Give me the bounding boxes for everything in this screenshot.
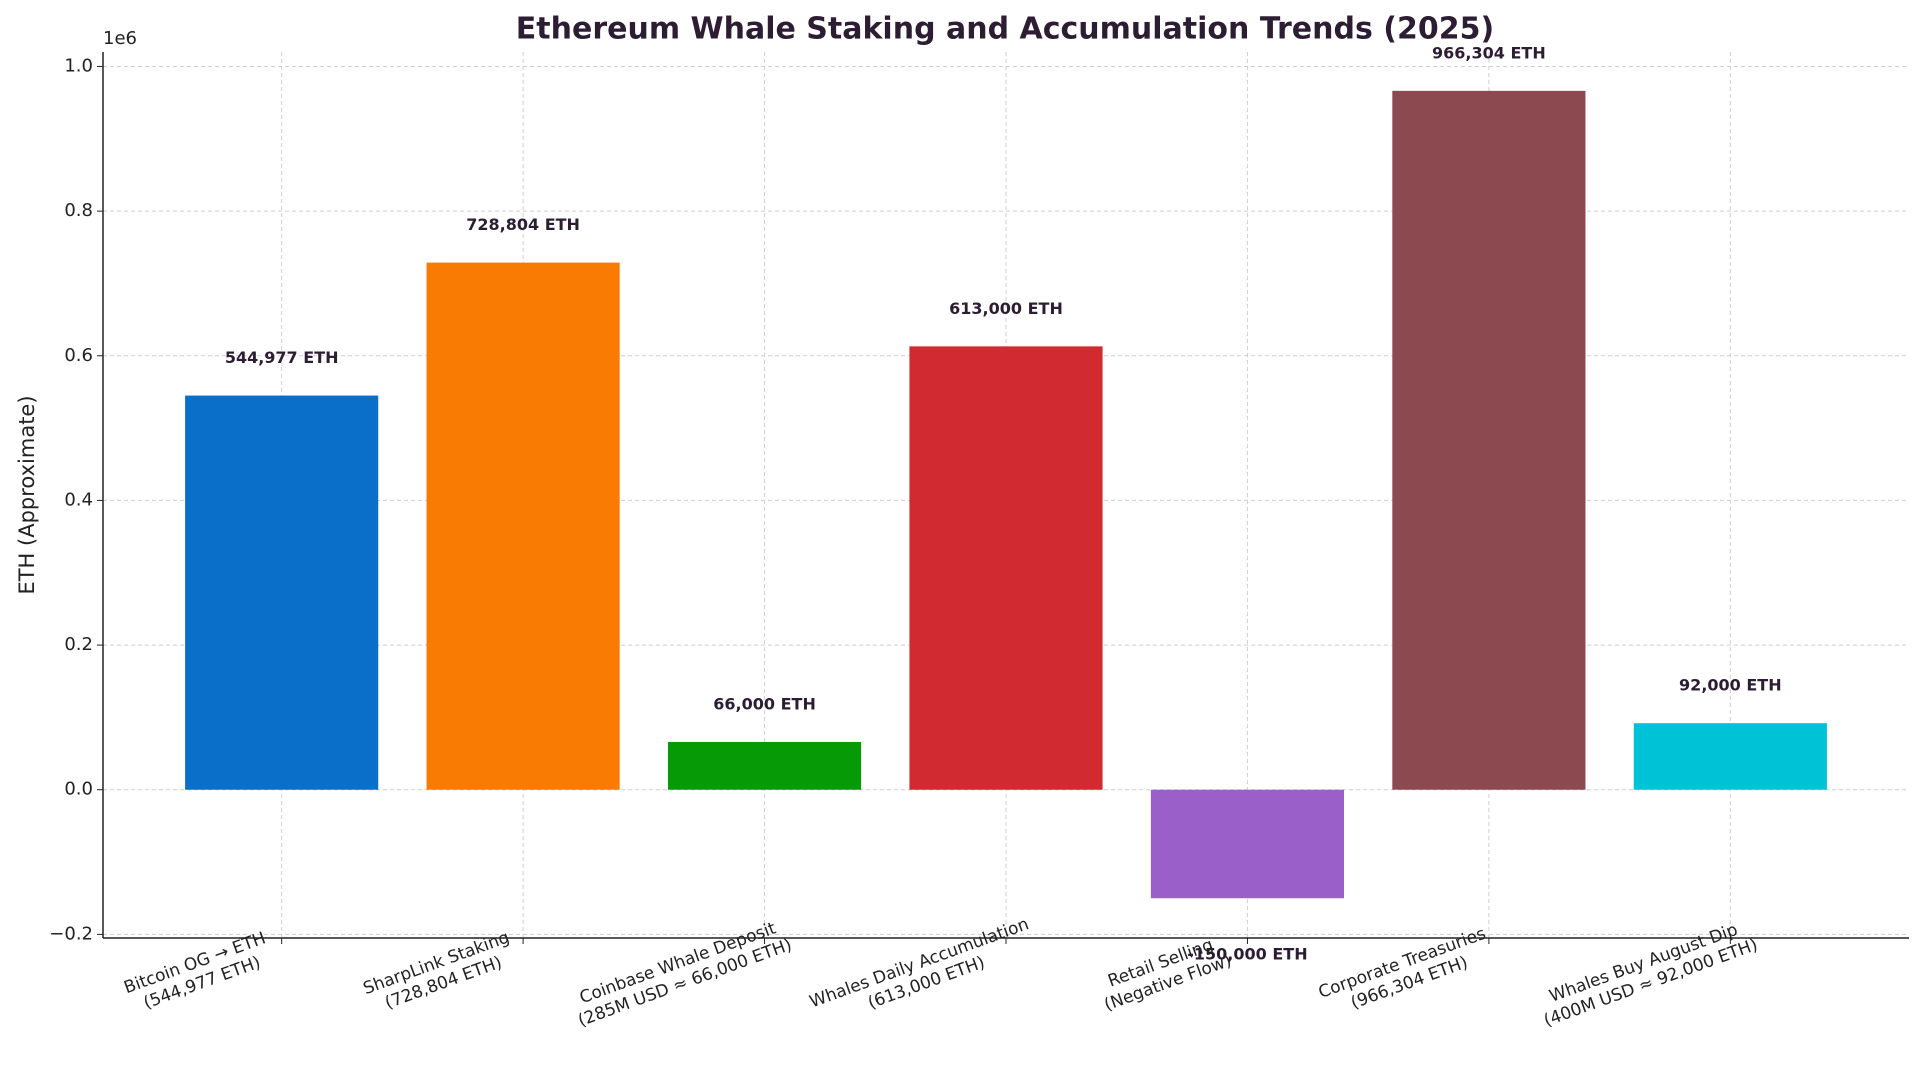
y-axis-label: ETH (Approximate) <box>15 395 39 594</box>
x-tick-label: SharpLink Staking(728,804 ETH) <box>361 928 520 1019</box>
y-tick-label: 0.2 <box>64 634 93 655</box>
bar <box>667 741 862 790</box>
y-tick-label: 1.0 <box>64 55 93 76</box>
value-label: 544,977 ETH <box>225 348 339 367</box>
y-tick-label: 0.4 <box>64 489 93 510</box>
x-tick-label: Whales Buy August Dip(400M USD ≈ 92,000 … <box>1534 915 1760 1031</box>
bar <box>426 262 620 790</box>
value-label: 66,000 ETH <box>713 694 816 713</box>
value-label: 728,804 ETH <box>466 215 580 234</box>
value-label: 613,000 ETH <box>949 299 1063 318</box>
value-label: -150,000 ETH <box>1187 945 1307 964</box>
x-tick-label: Bitcoin OG → ETH(544,977 ETH) <box>121 928 275 1018</box>
y-tick-label: 0.8 <box>64 200 93 221</box>
x-tick-label: Retail Selling(Negative Flow) <box>1094 931 1234 1015</box>
x-tick-label: Whales Daily Accumulation(613,000 ETH) <box>807 914 1039 1032</box>
bar <box>909 346 1103 790</box>
y-tick-label: 0.6 <box>64 345 93 366</box>
y-tick-label: 0.0 <box>64 779 93 800</box>
y-tick-label: −0.2 <box>49 923 93 944</box>
x-tick-label: Coinbase Whale Deposit(285M USD ≈ 66,000… <box>568 915 794 1031</box>
bar <box>1633 723 1827 790</box>
value-label: 92,000 ETH <box>1679 676 1782 695</box>
bar <box>1150 789 1345 899</box>
chart-title: Ethereum Whale Staking and Accumulation … <box>516 12 1494 47</box>
bar <box>185 395 379 790</box>
bar <box>1392 90 1586 790</box>
axis-offset-label: 1e6 <box>103 28 137 49</box>
value-label: 966,304 ETH <box>1432 43 1546 62</box>
